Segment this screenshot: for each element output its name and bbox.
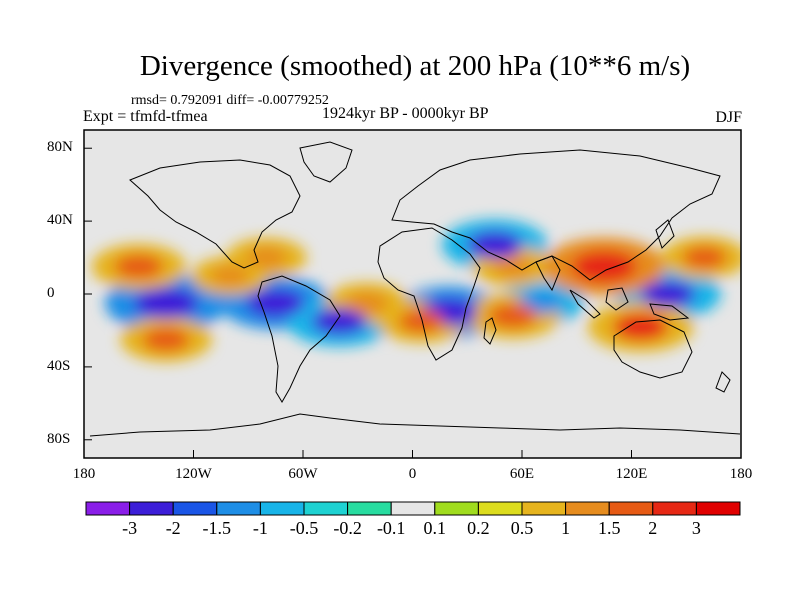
y-tick-label-3: 40S <box>47 357 71 374</box>
coastline-new-guinea <box>649 303 690 321</box>
colorbar-swatch-1 <box>129 501 174 516</box>
colorbar-swatch-12 <box>608 501 654 516</box>
colorbar-label-6: -0.1 <box>376 518 406 538</box>
coastline-eurasia <box>391 149 721 281</box>
anomaly-core-0 <box>133 287 199 319</box>
coastline-japan <box>655 219 675 249</box>
anomaly-core-7 <box>114 254 164 279</box>
chart-title: Divergence (smoothed) at 200 hPa (10**6 … <box>139 50 691 82</box>
anomaly-core-16 <box>613 313 669 341</box>
coastline-madagascar <box>483 317 497 345</box>
y-tick-label-0: 80N <box>47 139 73 156</box>
colorbar-swatch-7 <box>390 501 436 516</box>
colorbar-label-12: 2 <box>648 518 658 538</box>
anomaly-core-1 <box>246 288 305 318</box>
anomaly-field <box>91 219 741 362</box>
coastline-india <box>535 255 561 292</box>
colorbar <box>85 501 741 516</box>
colorbar-label-7: 0.1 <box>423 518 447 538</box>
axis-ticks <box>83 147 742 458</box>
colorbar-swatch-13 <box>652 501 697 516</box>
colorbar-swatch-11 <box>565 501 610 516</box>
x-tick-label-4: 60E <box>509 466 535 482</box>
anomaly-core-8 <box>142 327 190 352</box>
anomaly-core-14 <box>488 303 538 329</box>
colorbar-label-13: 3 <box>691 518 701 538</box>
anomaly-core-4 <box>467 231 523 259</box>
colorbar-swatch-14 <box>695 501 741 516</box>
coastline-greenland <box>299 141 353 183</box>
anomaly-core-11 <box>345 292 389 315</box>
coastline-australia <box>613 319 693 379</box>
colorbar-label-3: -1 <box>252 518 268 538</box>
colorbar-swatch-4 <box>259 501 305 516</box>
colorbar-swatch-10 <box>521 501 567 516</box>
colorbar-label-5: -0.2 <box>333 518 362 538</box>
coastline-new-zealand <box>715 371 731 393</box>
coastline-south-america <box>257 275 341 403</box>
colorbar-label-9: 0.5 <box>510 518 534 538</box>
colorbar-label-11: 1.5 <box>597 518 621 538</box>
anomaly-core-17 <box>682 246 727 269</box>
colorbar-label-0: -3 <box>122 518 138 538</box>
x-tick-label-3: 0 <box>408 466 417 482</box>
period-label: 1924kyr BP - 0000kyr BP <box>322 105 489 122</box>
anomaly-core-12 <box>398 309 445 333</box>
colorbar-swatch-9 <box>477 501 523 516</box>
anomaly-core-2 <box>311 307 368 336</box>
x-tick-label-2: 60W <box>288 466 318 482</box>
coastline-africa <box>377 227 481 361</box>
colorbar-label-2: -1.5 <box>202 518 232 538</box>
coastline-north-america <box>129 159 301 269</box>
colorbar-swatch-0 <box>85 501 131 516</box>
colorbar-label-8: 0.2 <box>467 518 490 538</box>
x-tick-label-6: 180 <box>729 466 753 482</box>
y-tick-label-1: 40N <box>47 212 73 229</box>
coastline-borneo <box>605 287 629 311</box>
x-tick-label-0: 180 <box>72 466 96 482</box>
x-tick-label-1: 120W <box>175 466 212 482</box>
colorbar-swatch-6 <box>347 501 392 516</box>
colorbar-label-4: -0.5 <box>289 518 319 538</box>
anomaly-core-15 <box>571 250 637 283</box>
colorbar-swatch-2 <box>172 501 218 516</box>
anomaly-core-13 <box>492 256 534 278</box>
season-label: DJF <box>715 109 742 126</box>
experiment-label: Expt = tfmfd-tfmea <box>83 108 208 125</box>
colorbar-swatch-5 <box>303 501 349 516</box>
colorbar-swatch-3 <box>216 501 261 516</box>
rmsd-diff-text: rmsd= 0.792091 diff= -0.00779252 <box>131 93 329 108</box>
coastline-sumatra <box>569 289 601 319</box>
anomaly-core-6 <box>640 280 696 308</box>
y-tick-label-4: 80S <box>47 430 71 447</box>
colorbar-swatch-8 <box>434 501 479 516</box>
y-tick-label-2: 0 <box>47 285 55 301</box>
colorbar-label-10: 1 <box>561 518 571 538</box>
coastline-antarctica <box>89 413 741 437</box>
colorbar-label-1: -2 <box>165 518 181 538</box>
x-tick-label-5: 120E <box>615 466 648 482</box>
anomaly-core-9 <box>210 265 250 286</box>
coastlines <box>89 141 741 437</box>
